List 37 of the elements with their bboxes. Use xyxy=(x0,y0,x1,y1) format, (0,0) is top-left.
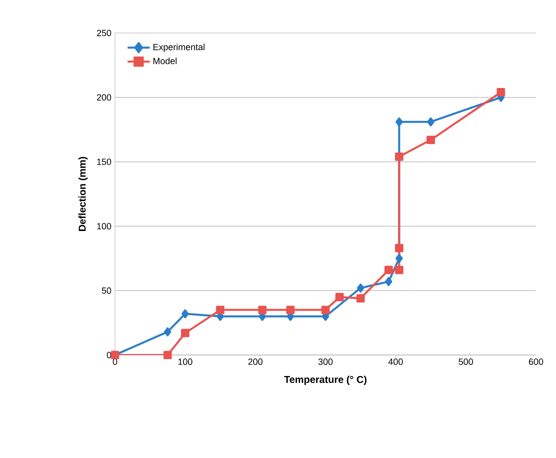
point xyxy=(385,277,392,286)
y-tick-label: 200 xyxy=(96,94,112,101)
point xyxy=(164,327,172,336)
y-tick-label: 0 xyxy=(106,352,112,358)
point xyxy=(396,254,403,263)
y-axis-title: Deflection (mm) xyxy=(78,156,88,231)
point xyxy=(321,306,330,314)
y-tick-label: 150 xyxy=(97,158,112,165)
legend-label: Model xyxy=(153,58,177,64)
point xyxy=(180,328,190,338)
y-tick-label: 250 xyxy=(96,30,112,36)
point xyxy=(427,117,434,126)
point xyxy=(384,266,393,274)
x-tick-label: 500 xyxy=(458,358,473,365)
point xyxy=(396,117,403,126)
point xyxy=(356,284,364,293)
y-tick-label: 100 xyxy=(97,223,112,230)
x-tick-label: 400 xyxy=(388,358,403,365)
point xyxy=(496,88,506,96)
point xyxy=(394,152,404,161)
point xyxy=(286,306,295,314)
y-tick-label: 50 xyxy=(102,287,112,294)
point xyxy=(356,294,365,303)
point xyxy=(216,306,224,314)
x-tick-label: 200 xyxy=(248,358,262,365)
x-tick-label: 100 xyxy=(178,358,192,365)
point xyxy=(426,136,435,144)
point xyxy=(335,292,344,302)
x-tick-label: 300 xyxy=(318,358,333,365)
point xyxy=(394,266,404,274)
point xyxy=(182,309,189,318)
point xyxy=(258,306,267,314)
x-tick-label: 600 xyxy=(528,358,544,365)
x-axis-title: Temperature (° C) xyxy=(284,376,366,385)
legend-label: Experimental xyxy=(153,44,204,52)
point xyxy=(163,350,172,360)
point xyxy=(394,244,404,252)
